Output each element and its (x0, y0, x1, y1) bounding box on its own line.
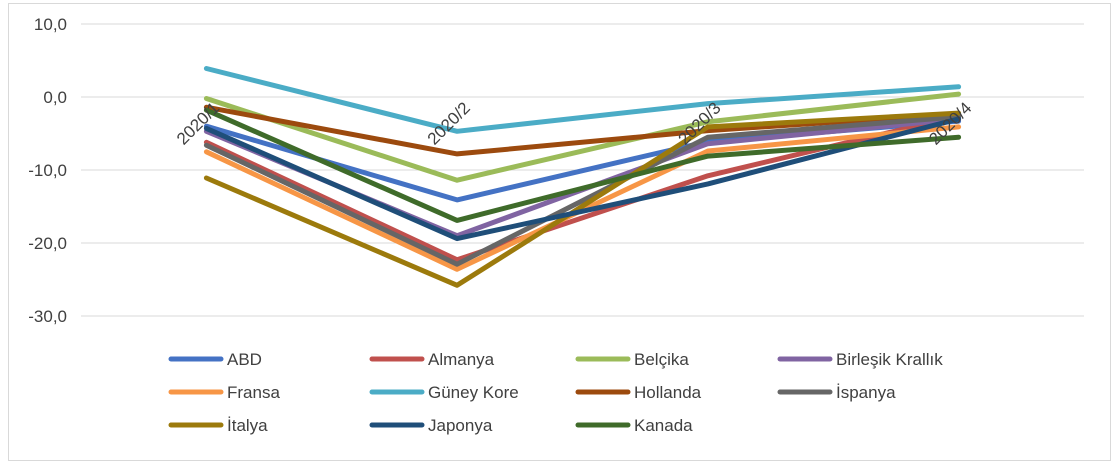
legend-item: Birleşik Krallık (777, 350, 943, 369)
legend-label: Kanada (634, 416, 693, 435)
legend-item: Almanya (369, 350, 495, 369)
legend-label: Hollanda (634, 383, 702, 402)
legend-label: Güney Kore (428, 383, 519, 402)
legend-item: ABD (168, 350, 262, 369)
y-tick-label: 10,0 (34, 15, 67, 34)
legend-label: Japonya (428, 416, 493, 435)
chart-area: 10,0 0,0 -10,0 -20,0 -30,0 2020/1 2020/2 2020/… (8, 3, 1111, 461)
series-line-7 (203, 114, 962, 267)
series-line-9 (203, 116, 962, 242)
legend-item: Hollanda (575, 383, 702, 402)
legend-item: Fransa (168, 383, 280, 402)
legend-item: Belçika (575, 350, 689, 369)
legend-item: Kanada (575, 416, 693, 435)
legend-label: İspanya (836, 383, 896, 402)
y-axis-ticks: 10,0 0,0 -10,0 -20,0 -30,0 (28, 15, 67, 326)
legend-label: Belçika (634, 350, 689, 369)
series-line-10 (203, 107, 962, 223)
legend-label: Almanya (428, 350, 495, 369)
legend-label: İtalya (227, 416, 268, 435)
legend-item: Japonya (369, 416, 493, 435)
legend-label: Fransa (227, 383, 280, 402)
series-line-8 (203, 110, 962, 288)
legend-item: İspanya (777, 383, 896, 402)
line-chart: 10,00,0-10,0-20,0-30,0 2020/1 2020/2 2020/… (28, 15, 1084, 435)
y-tick-label: -30,0 (28, 307, 67, 326)
x-category-label: 2020/1 (173, 98, 223, 148)
legend: ABD Almanya Belçika Birleşik Krallık Fransa G… (168, 350, 943, 435)
y-tick-label: 0,0 (43, 88, 67, 107)
legend-label: ABD (227, 350, 262, 369)
y-tick-label: -10,0 (28, 161, 67, 180)
legend-label: Birleşik Krallık (836, 350, 943, 369)
y-tick-label: -20,0 (28, 234, 67, 253)
series-lines (203, 66, 962, 288)
legend-item: İtalya (168, 416, 268, 435)
legend-item: Güney Kore (369, 383, 519, 402)
series-line-5 (203, 66, 962, 134)
series-line-2 (203, 91, 962, 183)
